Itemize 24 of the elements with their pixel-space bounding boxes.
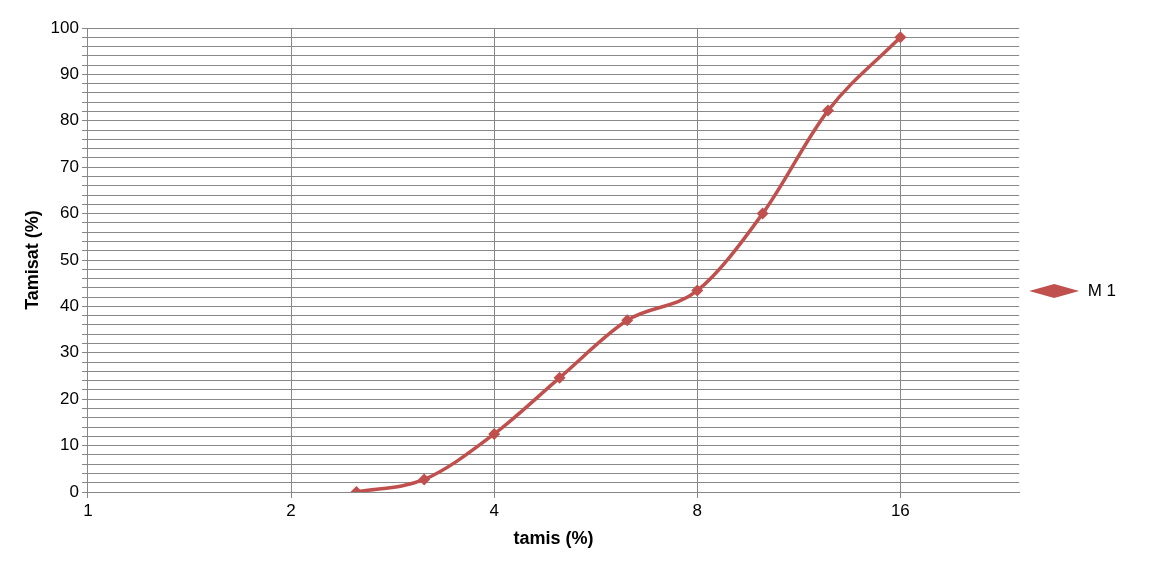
y-tick-label: 0 xyxy=(69,481,79,501)
point xyxy=(553,371,566,384)
x-tick-label: 2 xyxy=(286,500,296,520)
y-tick-label: 100 xyxy=(50,17,79,37)
point xyxy=(756,207,769,220)
y-tick-label: 70 xyxy=(60,156,79,176)
point xyxy=(822,104,835,117)
y-tick-label: 30 xyxy=(60,342,79,362)
x-tick-label: 16 xyxy=(890,500,910,520)
legend-label: M 1 xyxy=(1087,280,1116,300)
y-tick-label: 50 xyxy=(60,249,79,269)
point xyxy=(621,314,634,327)
x-tick-label: 1 xyxy=(83,500,93,520)
x-tick-label: 4 xyxy=(489,500,499,520)
y-tick-label: 80 xyxy=(60,110,79,130)
y-tick-label: 60 xyxy=(60,203,79,223)
y-tick-label: 90 xyxy=(60,64,79,84)
x-tick-label: 8 xyxy=(692,500,702,520)
x-axis-title: tamis (%) xyxy=(513,528,594,549)
y-tick-label: 40 xyxy=(60,296,79,316)
y-tick-label: 20 xyxy=(60,388,79,408)
y-tick-label: 10 xyxy=(60,435,79,455)
y-axis-title: Tamisat (%) xyxy=(21,210,42,310)
point xyxy=(418,473,431,486)
